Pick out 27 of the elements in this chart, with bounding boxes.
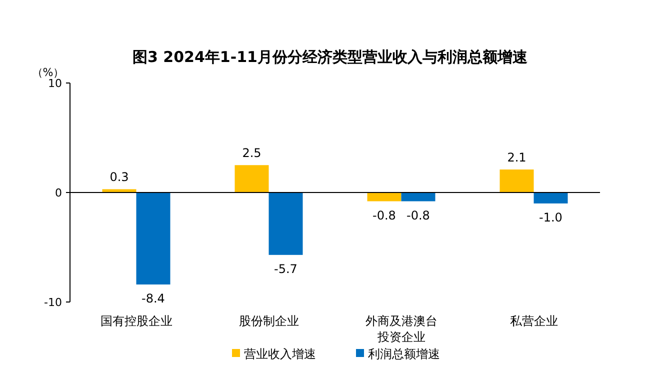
data-label: 2.5	[242, 146, 262, 160]
data-label: -0.8	[406, 208, 430, 222]
x-tick-label: 股份制企业	[238, 314, 299, 328]
bar	[102, 189, 136, 192]
bar	[234, 165, 269, 192]
x-tick-label: 外商及港澳台投资企业	[365, 314, 438, 344]
bar	[500, 170, 534, 192]
data-label: -0.8	[372, 208, 396, 222]
bar	[367, 192, 402, 202]
bar	[534, 192, 568, 204]
data-label: -5.7	[274, 262, 298, 276]
data-label: 0.3	[110, 170, 129, 184]
bar	[401, 192, 436, 202]
bar	[268, 192, 303, 255]
y-tick-label: -10	[44, 296, 62, 309]
y-tick-label: 0	[55, 186, 62, 200]
bar	[136, 192, 170, 284]
y-tick-label: 10	[48, 77, 62, 90]
data-label: -1.0	[539, 210, 562, 224]
chart-title: 图3 2024年1-11月份分经济类型营业收入与利润总额增速	[132, 48, 528, 66]
data-label: 2.1	[507, 150, 526, 165]
x-tick-label: 私营企业	[510, 314, 558, 328]
x-tick-label: 国有控股企业	[100, 314, 172, 328]
legend-label: 营业收入增速	[244, 347, 316, 361]
data-label: -8.4	[142, 291, 165, 306]
y-axis-title: （%）	[32, 66, 64, 79]
legend-label: 利润总额增速	[368, 347, 440, 361]
